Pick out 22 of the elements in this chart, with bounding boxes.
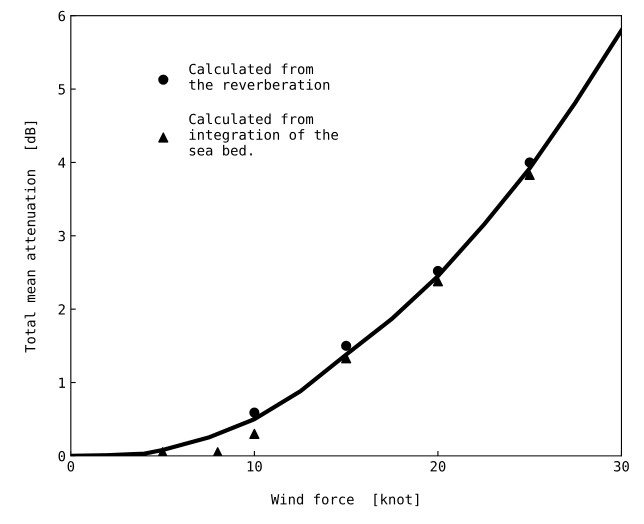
x-tick-label: 20 — [430, 461, 446, 472]
y-tick-label: 0 — [58, 450, 66, 462]
point — [249, 428, 260, 439]
point — [249, 408, 260, 418]
y-tick-label: 3 — [58, 230, 65, 242]
point — [341, 340, 352, 351]
y-tick-label: 5 — [58, 84, 65, 95]
y-tick-label: 2 — [58, 304, 65, 314]
point — [432, 266, 444, 276]
point — [432, 276, 444, 286]
x-tick-label: 10 — [248, 461, 262, 472]
y-tick-label: 1 — [59, 378, 66, 388]
y-axis-title: Total mean attenuation [dB] — [24, 122, 38, 353]
x-tick-label: 0 — [68, 461, 74, 472]
y-tick-label: 4 — [58, 158, 66, 168]
x-axis-title: Wind force [knot] — [270, 494, 418, 506]
x-tick-label: 30 — [614, 461, 629, 472]
legend-label: Calculated from integration of the sea bed. — [189, 113, 338, 156]
point — [524, 170, 535, 180]
point — [524, 157, 535, 168]
legend-label: Calculated from the reverberation — [189, 63, 330, 90]
y-tick-label: 6 — [58, 10, 66, 22]
